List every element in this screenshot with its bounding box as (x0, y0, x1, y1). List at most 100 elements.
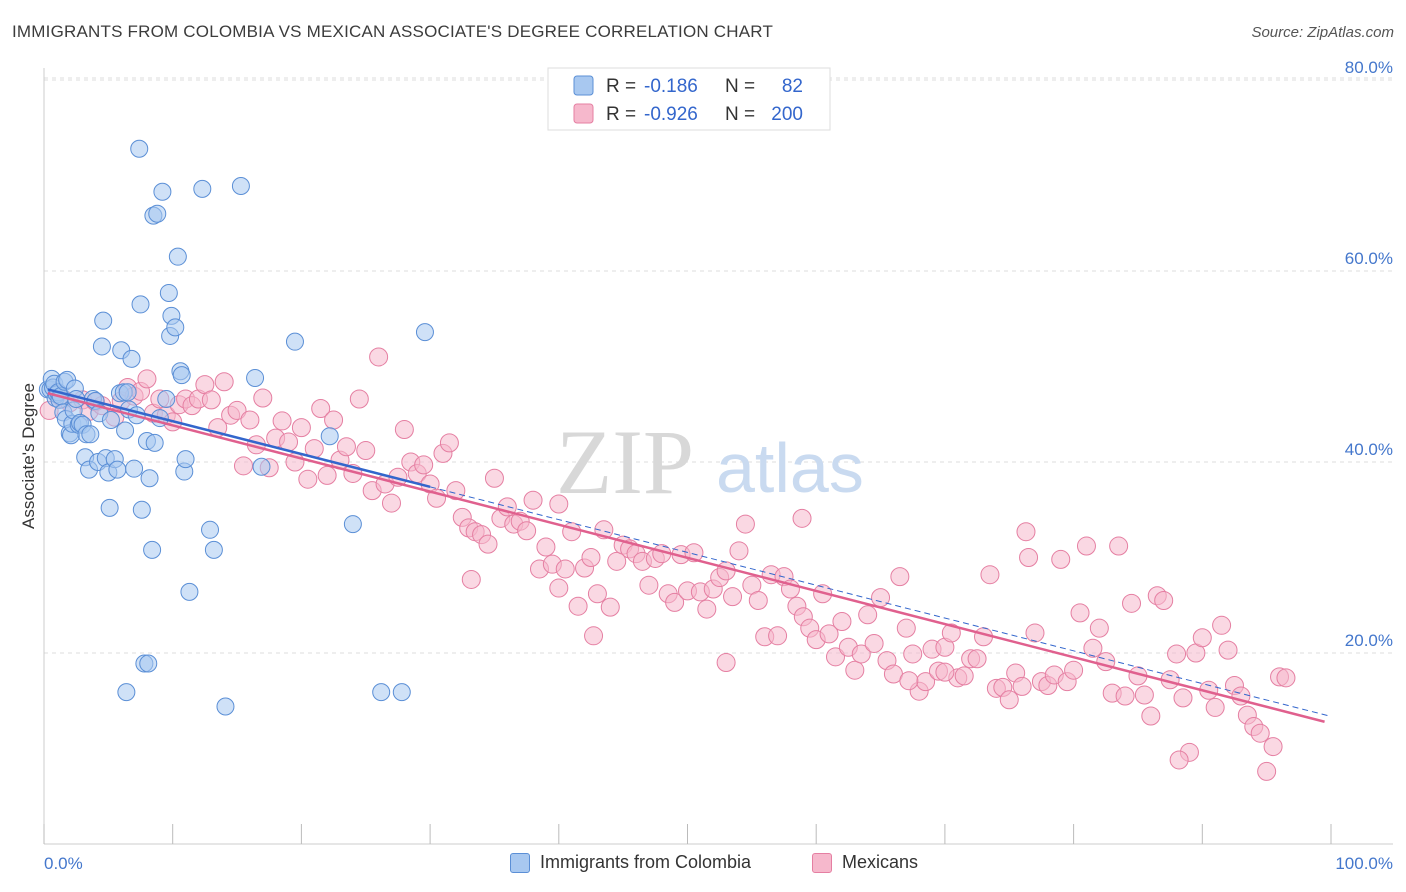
watermark-zip: ZIP (556, 411, 694, 513)
mexicans-point (935, 662, 955, 682)
mexicans-point (356, 441, 376, 461)
colombia-point (125, 459, 144, 478)
colombia-point (392, 683, 411, 702)
colombia-point (131, 295, 150, 314)
mexicans-point (233, 456, 253, 476)
mexicans-point (1019, 548, 1039, 567)
mexicans-point (832, 611, 852, 631)
stats-legend-box (547, 67, 831, 131)
colombia-point (176, 450, 195, 469)
mexicans-point (394, 420, 414, 440)
mexicans-point (214, 372, 234, 392)
colombia-point (140, 469, 159, 488)
mexicans-point (555, 559, 575, 579)
mexicans-point (1263, 737, 1283, 757)
watermark-atlas: atlas (716, 429, 864, 507)
mexicans-point (523, 490, 543, 510)
colombia-point (92, 337, 111, 356)
mexicans-point (1083, 638, 1103, 658)
series-legend: Immigrants from Colombia Mexicans (0, 852, 1406, 878)
colombia-point (116, 421, 135, 440)
mexicans-point (1109, 536, 1129, 556)
colombia-point (320, 427, 339, 446)
mexicans-point (845, 660, 865, 680)
mexicans-point (227, 400, 247, 420)
mexicans-point (484, 468, 504, 488)
mexicans-point (1089, 618, 1109, 638)
mexicans-point (478, 534, 498, 554)
mexicans-point (311, 399, 331, 419)
mexicans-point (896, 618, 916, 638)
mexicans-point (864, 633, 884, 653)
mexicans-point (899, 671, 919, 691)
mexicans-point (1250, 723, 1270, 743)
mexicans-point (1154, 590, 1174, 610)
colombia-point (204, 540, 223, 559)
mexicans-point (272, 411, 292, 431)
y-tick-labels: 20.0% 40.0% 60.0% 80.0% (1345, 58, 1393, 650)
mexicans-point (587, 584, 607, 604)
colombia-point (372, 683, 391, 702)
mexicans-point (381, 493, 401, 513)
legend-item-mexicans[interactable]: Mexicans (812, 852, 918, 873)
stats-r-value-1: -0.186 (644, 76, 698, 97)
colombia-point (101, 410, 120, 429)
mexicans-point (607, 551, 627, 571)
mexicans-point (317, 465, 337, 485)
mexicans-point (369, 347, 389, 367)
y-tick-label: 20.0% (1345, 631, 1393, 650)
chart-source: Source: ZipAtlas.com (1251, 24, 1394, 41)
mexicans-point (1257, 761, 1277, 781)
mexicans-point (517, 521, 537, 541)
stats-n-value-1: 82 (782, 76, 803, 97)
colombia-point (415, 323, 434, 342)
x-tick-label-max: 100.0% (1335, 854, 1393, 873)
colombia-point (231, 177, 250, 196)
colombia-point (122, 349, 141, 368)
legend-swatch-colombia (510, 852, 530, 873)
colombia-trend-extension (429, 486, 1332, 717)
mexicans-point (291, 418, 311, 438)
stats-legend-swatch-blue (573, 75, 594, 96)
colombia-point (285, 332, 304, 351)
colombia-point (81, 425, 100, 444)
mexicans-point (697, 599, 717, 619)
mexicans-point (549, 578, 569, 598)
mexicans-point (581, 548, 601, 567)
mexicans-point (1218, 640, 1238, 660)
mexicans-point (137, 369, 157, 389)
mexicans-point (748, 590, 768, 610)
legend-item-colombia[interactable]: Immigrants from Colombia (510, 852, 751, 873)
mexicans-point (568, 596, 588, 616)
colombia-point (159, 283, 178, 302)
mexicans-point (549, 494, 569, 514)
mexicans-point (999, 690, 1019, 710)
mexicans-trend-line (47, 392, 1325, 723)
mexicans-point (414, 455, 434, 475)
mexicans-point (1205, 697, 1225, 717)
axes (43, 68, 1393, 845)
colombia-point (130, 139, 149, 158)
mexicans-point (858, 605, 878, 625)
mexicans-point (851, 644, 871, 664)
colombia-point (157, 389, 176, 408)
mexicans-point (980, 565, 1000, 585)
mexicans-point (1064, 660, 1084, 680)
colombia-point (172, 366, 191, 385)
mexicans-point (1051, 549, 1071, 569)
mexicans-point (536, 537, 556, 557)
colombia-point (139, 654, 158, 673)
colombia-point (118, 383, 137, 402)
colombia-point (148, 204, 167, 223)
mexicans-point (826, 647, 846, 667)
mexicans-point (954, 666, 974, 686)
mexicans-point (240, 410, 260, 430)
y-tick-label: 80.0% (1345, 58, 1393, 77)
legend-label-colombia: Immigrants from Colombia (540, 852, 752, 872)
stats-r-label-1: R = (606, 76, 636, 97)
stats-r-value-2: -0.926 (644, 104, 698, 125)
stats-n-label-1: N = (725, 76, 755, 97)
mexicans-point (584, 626, 604, 646)
mexicans-point (768, 626, 788, 646)
mexicans-point (1173, 688, 1193, 708)
